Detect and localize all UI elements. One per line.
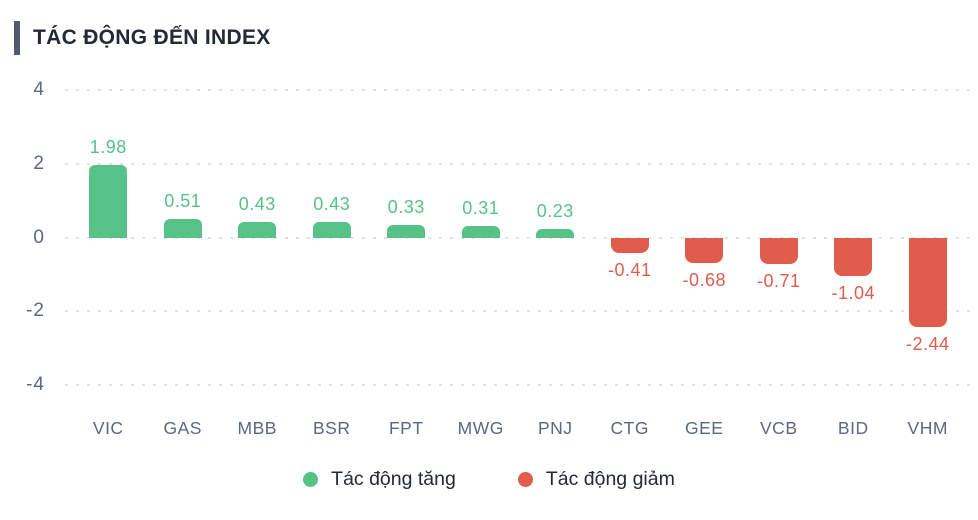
value-label-mbb: 0.43 [238,193,276,214]
legend-decrease-label: Tác động giảm [545,468,675,490]
value-label-vic: 1.98 [89,136,127,157]
legend-decrease-dot-icon [517,472,533,487]
chart-title: TÁC ĐỘNG ĐẾN INDEX [33,26,271,49]
bar-mbb[interactable] [238,221,277,238]
value-label-bid: -1.04 [831,282,876,303]
x-tick-label-mwg: MWG [457,418,504,438]
value-label-bsr: 0.43 [313,193,351,214]
value-label-vcb: -0.71 [756,270,801,291]
x-tick-label-vhm: VHM [907,418,948,438]
y-tick-label--4: -4 [26,374,45,395]
x-axis: VIC GAS MBB BSR FPT MWG PNJ CTG GEE VCB BID VHM [71,418,965,442]
value-label-mwg: 0.31 [462,198,500,219]
y-tick-label--2: -2 [26,300,45,322]
x-tick-label-gas: GAS [163,418,202,438]
x-tick-label-bsr: BSR [313,418,351,438]
gridline-y-2 [65,162,977,165]
bars-band: 1.98 0.51 0.43 0.43 0.33 0.31 0.23 -0.41 -0.68 -0… [71,90,965,385]
y-tick-label-4: 4 [33,79,45,100]
x-tick-label-vic: VIC [92,418,124,438]
gridline-y-0 [65,236,977,239]
legend-increase-dot-icon [303,472,319,487]
x-tick-label-pnj: PNJ [537,418,573,438]
value-label-ctg: -0.41 [607,259,652,280]
bar-gas[interactable] [163,218,202,238]
x-tick-label-gee: GEE [685,418,724,438]
chart-header: TÁC ĐỘNG ĐẾN INDEX [14,21,271,55]
y-axis: 4 2 0 -2 -4 [0,79,45,395]
bar-gee[interactable] [685,237,724,263]
gridline-y--4 [65,384,977,386]
legend-item-increase[interactable]: Tác động tăng [303,468,456,491]
x-tick-label-bid: BID [837,418,869,438]
value-label-fpt: 0.33 [387,197,425,218]
value-label-vhm: -2.44 [905,334,950,355]
x-tick-label-ctg: CTG [610,418,649,438]
y-tick-label-0: 0 [33,226,45,248]
x-tick-label-fpt: FPT [388,418,424,438]
gridline-y--2 [65,310,977,313]
bar-fpt[interactable] [387,225,426,238]
gridline-y-4 [65,89,977,91]
value-label-pnj: 0.23 [536,201,574,222]
value-label-gee: -0.68 [682,269,727,290]
legend: Tác động tăng Tác động giảm [0,468,978,491]
legend-item-decrease[interactable]: Tác động giảm [517,468,675,491]
x-tick-label-mbb: MBB [237,418,277,438]
legend-increase-label: Tác động tăng [331,468,456,490]
bar-ctg[interactable] [610,237,649,253]
y-tick-label-2: 2 [33,152,45,174]
plot-area: 1.98 0.51 0.43 0.43 0.33 0.31 0.23 -0.41 -0.68 -0… [65,89,977,386]
bar-vic[interactable] [89,164,128,238]
x-tick-label-vcb: VCB [760,418,798,438]
bar-pnj[interactable] [536,229,575,238]
bar-bsr[interactable] [312,221,351,238]
bar-mwg[interactable] [461,226,500,238]
bar-vcb[interactable] [759,237,798,264]
value-label-gas: 0.51 [164,190,202,211]
bar-vhm[interactable] [908,237,947,328]
bar-bid[interactable] [834,237,873,276]
title-accent-bar [14,21,20,55]
